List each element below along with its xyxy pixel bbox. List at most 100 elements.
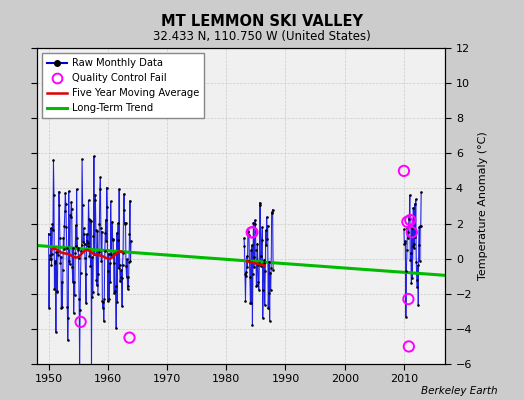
Point xyxy=(409,243,417,249)
Point xyxy=(50,286,59,292)
Point xyxy=(62,224,71,231)
Point xyxy=(104,298,112,305)
Point xyxy=(63,304,71,311)
Point xyxy=(407,249,415,256)
Point xyxy=(261,227,270,234)
Point xyxy=(119,207,128,213)
Point xyxy=(262,242,270,248)
Point xyxy=(115,186,123,192)
Point xyxy=(50,192,58,198)
Point xyxy=(412,259,420,265)
Point xyxy=(79,225,88,232)
Point xyxy=(45,230,53,237)
Point xyxy=(109,236,117,242)
Point xyxy=(258,224,267,230)
Point xyxy=(96,225,105,232)
Point xyxy=(125,231,134,237)
Point xyxy=(406,217,414,223)
Point xyxy=(74,246,82,253)
Point xyxy=(121,220,129,226)
Point xyxy=(258,315,267,322)
Point xyxy=(116,274,125,280)
Point xyxy=(48,221,57,228)
Point xyxy=(96,185,104,192)
Point xyxy=(51,260,59,266)
Point xyxy=(73,235,81,241)
Point xyxy=(73,245,82,252)
Point xyxy=(110,290,118,296)
Point xyxy=(250,254,258,260)
Point xyxy=(413,262,422,269)
Point xyxy=(260,257,268,263)
Point xyxy=(89,289,97,295)
Point xyxy=(265,290,273,296)
Point xyxy=(113,230,121,236)
Point xyxy=(244,228,252,234)
Point xyxy=(65,258,73,264)
Point xyxy=(256,200,264,206)
Point xyxy=(416,257,424,264)
Point xyxy=(102,238,111,244)
Text: MT LEMMON SKI VALLEY: MT LEMMON SKI VALLEY xyxy=(161,14,363,29)
Point xyxy=(68,206,76,212)
Point xyxy=(254,262,262,268)
Point xyxy=(403,235,412,241)
Point xyxy=(83,243,92,250)
Point xyxy=(108,218,116,225)
Point xyxy=(123,286,132,292)
Point xyxy=(81,270,90,277)
Point xyxy=(257,252,266,259)
Point xyxy=(92,227,100,234)
Point xyxy=(242,269,250,275)
Point xyxy=(71,250,79,256)
Point xyxy=(45,304,53,311)
Point xyxy=(66,212,74,218)
Point xyxy=(256,202,265,208)
Point xyxy=(72,243,80,250)
Point xyxy=(70,310,78,316)
Point xyxy=(260,302,269,308)
Point xyxy=(417,223,425,229)
Point xyxy=(266,270,275,276)
Point xyxy=(122,263,130,269)
Point xyxy=(255,260,264,266)
Point xyxy=(403,225,411,232)
Point xyxy=(86,217,94,223)
Point xyxy=(121,221,129,227)
Point xyxy=(47,262,56,269)
Point xyxy=(116,278,124,284)
Point xyxy=(410,240,419,247)
Point xyxy=(106,279,114,286)
Point xyxy=(124,274,132,280)
Point xyxy=(117,267,125,274)
Point xyxy=(407,280,416,286)
Point xyxy=(248,242,256,248)
Point xyxy=(87,218,95,224)
Point xyxy=(105,296,113,302)
Point xyxy=(403,247,411,253)
Point xyxy=(72,186,81,192)
Point xyxy=(75,296,83,302)
Point xyxy=(259,287,267,294)
Point xyxy=(120,190,128,197)
Point xyxy=(90,251,99,257)
Point xyxy=(415,224,423,231)
Point xyxy=(404,296,412,302)
Point xyxy=(254,279,263,285)
Point xyxy=(261,268,269,274)
Point xyxy=(268,209,276,215)
Point xyxy=(406,192,414,198)
Text: Berkeley Earth: Berkeley Earth xyxy=(421,386,498,396)
Point xyxy=(249,264,258,270)
Point xyxy=(403,218,411,225)
Point xyxy=(79,239,88,245)
Point xyxy=(241,298,249,304)
Point xyxy=(107,251,115,258)
Point xyxy=(402,268,411,274)
Point xyxy=(248,322,257,328)
Point xyxy=(77,319,85,325)
Point xyxy=(47,225,55,231)
Point xyxy=(95,248,103,255)
Point xyxy=(61,190,70,196)
Point xyxy=(78,156,86,162)
